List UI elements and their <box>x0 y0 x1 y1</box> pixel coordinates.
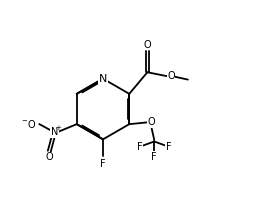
Text: F: F <box>100 159 106 169</box>
Text: O: O <box>167 72 175 81</box>
Text: O: O <box>45 152 53 162</box>
Text: F: F <box>137 142 143 152</box>
Text: $^{-}$O: $^{-}$O <box>21 118 36 130</box>
Text: F: F <box>166 142 171 152</box>
Text: N: N <box>99 74 107 84</box>
Text: O: O <box>143 39 151 49</box>
Text: O: O <box>147 117 155 127</box>
Text: F: F <box>151 152 157 162</box>
Text: +: + <box>55 125 61 131</box>
Text: N: N <box>51 127 58 137</box>
